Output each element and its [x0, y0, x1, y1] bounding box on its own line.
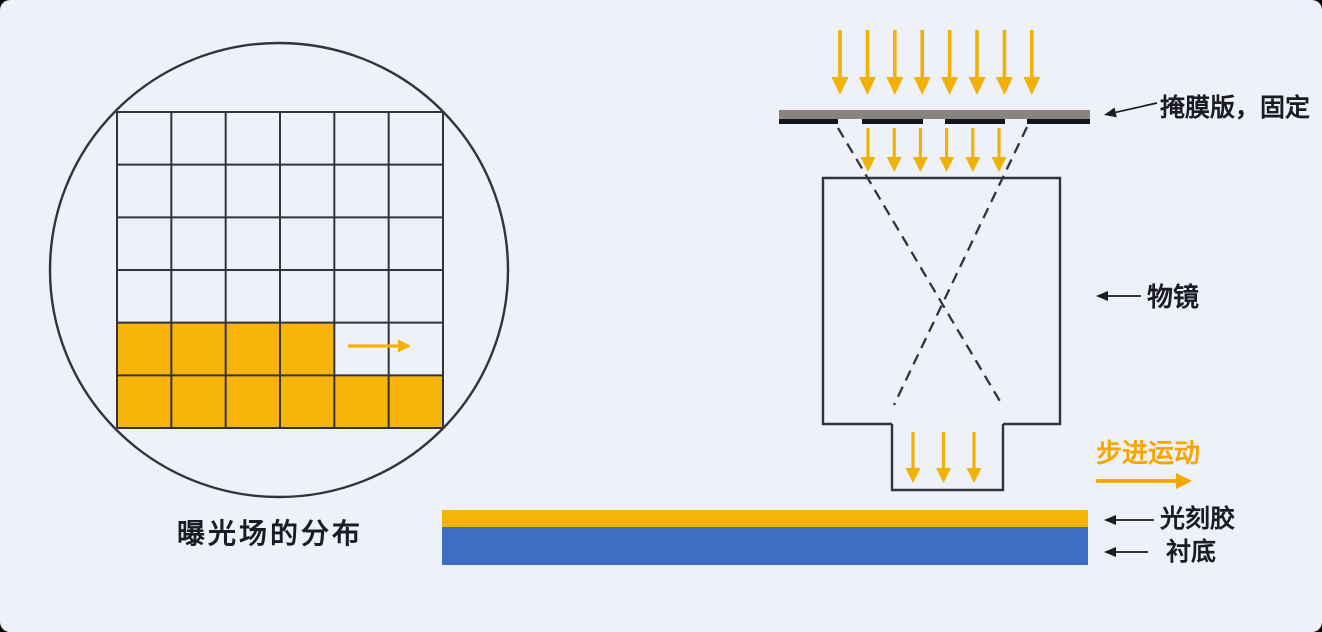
- projected-light-arrow-icon-head: [966, 468, 982, 483]
- projected-light-arrow-icon-head: [936, 468, 951, 483]
- incident-light-arrow-icon-head: [913, 77, 931, 95]
- photoresist-label: 光刻胶: [1160, 505, 1236, 533]
- step-motion-arrow-icon-head: [1176, 473, 1192, 489]
- step-motion-label: 步进运动: [1096, 438, 1201, 468]
- incident-light-arrow-icon-head: [968, 77, 986, 95]
- mask-chrome-segment: [945, 119, 1005, 124]
- objective-lens-box: [821, 176, 1062, 426]
- photoresist-pointer-arrow-icon-head: [1104, 515, 1116, 525]
- substrate-layer: [442, 527, 1088, 565]
- exposed-field-cell: [280, 375, 335, 428]
- through-mask-light-arrow-icon-head: [912, 157, 928, 172]
- projection-aperture-box: [890, 424, 1005, 492]
- incident-light-arrow-icon-head: [941, 77, 959, 95]
- mask-pointer-arrow-icon-head: [1104, 107, 1117, 118]
- incident-light-arrow-icon-head: [995, 77, 1013, 95]
- exposed-field-cell: [171, 322, 226, 376]
- incident-light-arrow-icon-head: [886, 77, 904, 95]
- exposed-field-cell: [388, 375, 443, 428]
- through-mask-light-arrow-icon-head: [991, 157, 1007, 172]
- mask-chrome-segment: [779, 119, 838, 124]
- incident-light-arrow-icon-head: [1023, 77, 1041, 95]
- scan-direction-arrow-icon-head: [398, 339, 411, 353]
- mask-chrome-segment: [862, 119, 923, 124]
- mask-chrome-segment: [1027, 119, 1090, 124]
- mask-plate-bar: [779, 110, 1090, 119]
- objective-lens-label: 物镜: [1147, 282, 1200, 312]
- exposed-field-cell: [280, 322, 335, 376]
- exposed-field-cell: [171, 375, 226, 428]
- projected-light-arrow-icon-head: [905, 468, 921, 483]
- incident-light-arrow-icon-head: [831, 77, 849, 95]
- mask-pointer-arrow-icon: [1115, 102, 1158, 114]
- substrate-pointer-arrow-icon-head: [1104, 547, 1116, 557]
- exposed-field-cell: [117, 322, 172, 376]
- through-mask-light-arrow-icon-head: [886, 157, 902, 172]
- mask-label: 掩膜版，固定: [1160, 94, 1311, 122]
- exposed-field-cell: [117, 375, 172, 428]
- substrate-label: 衬底: [1166, 538, 1217, 566]
- converging-ray-dashed: [892, 126, 1029, 406]
- photoresist-layer: [442, 510, 1088, 527]
- through-mask-light-arrow-icon-head: [939, 157, 955, 172]
- exposed-field-cell: [225, 375, 280, 428]
- lens-pointer-arrow-icon-head: [1096, 291, 1108, 301]
- through-mask-light-arrow-icon-head: [860, 157, 876, 172]
- exposure-field-caption: 曝光场的分布: [177, 518, 364, 549]
- incident-light-arrow-icon-head: [858, 77, 876, 95]
- wafer-circle: [48, 41, 510, 499]
- through-mask-light-arrow-icon-head: [965, 157, 981, 172]
- exposed-field-cell: [334, 375, 389, 428]
- exposed-field-cell: [225, 322, 280, 376]
